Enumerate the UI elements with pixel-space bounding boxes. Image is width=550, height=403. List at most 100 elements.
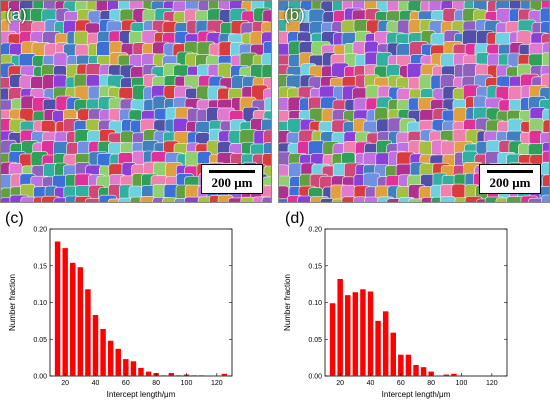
grain [264,97,271,113]
histogram-bar [382,311,389,376]
micrograph-a: (a) 200 μm [0,0,272,203]
grain [439,196,456,202]
grain [353,196,368,202]
y-tick-label: 0.20 [33,227,47,234]
x-tick-label: 40 [92,380,100,387]
grain [386,198,403,202]
x-tick-label: 80 [427,380,435,387]
scale-bar-b: 200 μm [479,164,541,194]
y-tick-label: 0.05 [308,337,322,344]
histogram-bar [191,375,197,376]
scale-bar-line [209,170,255,173]
x-tick-label: 60 [397,380,405,387]
grain [541,52,549,69]
x-tick-label: 120 [211,380,223,387]
histogram-bar [168,373,175,376]
panel-label-a: (a) [6,5,27,24]
histogram-bar [337,278,343,376]
histogram-bar [413,364,419,376]
panel-label-c: (c) [5,210,24,227]
y-tick-label: 0.10 [308,300,322,307]
histogram-bar [115,348,121,376]
y-tick-label: 0.00 [33,374,47,381]
histogram-c: (c) 0.00 0.05 0.10 0.15 0.20 20 40 60 80 100 120 In… [0,205,275,403]
histogram-bar [352,292,359,376]
y-tick-label: 0.10 [33,300,47,307]
grain [240,196,256,202]
y-tick-label: 0.15 [33,263,47,270]
histogram-bar [221,373,228,376]
histogram-d-plot: 0.00 0.05 0.10 0.15 0.20 20 40 60 80 100 120 Interc… [283,227,508,399]
grain [440,140,456,156]
x-tick-label: 80 [152,380,160,387]
y-tick-label: 0.00 [308,374,322,381]
scale-bar-label: 200 μm [211,175,253,190]
scale-bar-line [487,170,533,173]
histogram-bar [107,340,114,376]
grain [320,198,335,202]
y-tick-label: 0.05 [33,337,47,344]
scale-bar-label: 200 μm [489,175,531,190]
histogram-bar [92,315,99,376]
histogram-bar [420,367,427,376]
histogram-bar [367,291,374,376]
histogram-bar [405,354,412,376]
plot-frame [49,228,233,377]
histogram-c-plot: 0.00 0.05 0.10 0.15 0.20 20 40 60 80 100 120 Interc… [8,227,233,399]
grain [261,196,271,202]
grain [162,197,177,202]
x-tick-label: 20 [336,380,344,387]
grain [73,30,89,46]
grain [541,194,549,202]
grain [542,119,549,135]
y-axis-title: Number fraction [8,274,17,331]
x-tick-label: 120 [486,380,498,387]
histogram-bar [375,320,381,377]
y-tick-label: 0.15 [308,263,322,270]
panel-label-d: (d) [285,210,305,227]
histogram-bar [77,267,84,376]
x-tick-label: 40 [367,380,375,387]
x-axis-title: Intercept length/μm [107,390,176,399]
histogram-bar [390,332,396,376]
histogram-bar [161,375,167,376]
panel-label-b: (b) [284,5,305,24]
grain [364,196,379,202]
histogram-bar [443,374,450,376]
histogram-bar [329,303,336,376]
grain [263,41,271,56]
histogram-bar [123,359,129,376]
micrograph-b: (b) 200 μm [278,0,550,203]
grain [407,198,425,202]
grain [451,183,466,199]
histogram-bar [70,262,76,376]
grain [262,9,271,24]
histogram-bar [398,354,404,376]
y-axis-title: Number fraction [283,274,292,331]
grain [84,198,101,202]
x-axis-title: Intercept length/μm [382,390,451,399]
grain [279,185,289,202]
histogram-bar [85,289,91,376]
x-tick-label: 60 [122,380,130,387]
histogram-bar [138,367,144,376]
scale-bar-a: 200 μm [201,164,263,194]
histogram-bar [198,375,205,376]
y-tick-label: 0.20 [308,227,322,234]
histogram-d: (d) 0.00 0.05 0.10 0.15 0.20 20 40 60 80 100 120 In… [275,205,550,403]
histogram-bar [451,373,457,376]
x-tick-label: 20 [61,380,69,387]
grain [297,195,313,202]
x-tick-label: 100 [181,380,193,387]
histogram-bar [54,241,61,376]
x-tick-label: 100 [456,380,468,387]
histogram-bar [176,375,182,376]
histogram-bar [345,295,351,376]
grain [139,196,156,202]
histogram-bar [130,361,137,376]
grain-map-b [279,1,549,202]
grain [341,196,357,202]
plot-frame [324,228,508,377]
grain [263,129,271,147]
histogram-bar [145,371,152,376]
